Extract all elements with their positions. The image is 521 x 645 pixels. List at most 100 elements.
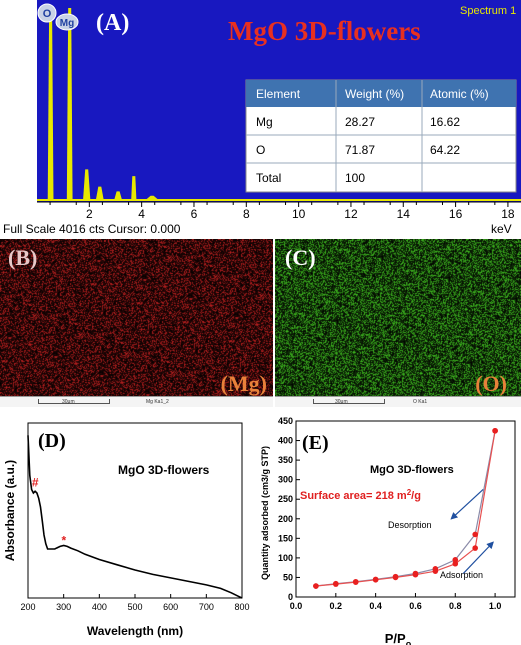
- bet-legend-label: MgO 3D-flowers: [370, 464, 454, 476]
- absorbance-line: [27, 435, 243, 599]
- table-header-atomic: Atomic (%): [430, 87, 489, 101]
- map-label: Mg Ka1_2: [146, 399, 169, 405]
- eds-spectrum-panel: 2 4 6 8 10 12 14 16 18 Full Scale 4016 cts Curso…: [0, 0, 521, 237]
- bet-xlabel: P/Po: [385, 631, 412, 645]
- map-label: O Ka1: [413, 399, 428, 405]
- isotherm-point: [333, 580, 339, 587]
- peak-badge-o: O: [37, 3, 57, 23]
- panel-letter-e: (E): [302, 432, 329, 454]
- table-cell: 28.27: [345, 115, 375, 129]
- isotherm-line: [315, 430, 496, 587]
- peak-badge-mg: Mg: [55, 13, 79, 31]
- table-cell: 100: [345, 171, 365, 185]
- adsorption-arrow: [462, 541, 494, 574]
- svg-text:O: O: [43, 8, 52, 20]
- spectrum-peak: [145, 195, 159, 200]
- panel-letter-c: (C): [285, 245, 316, 270]
- y-axis-label: Quantity adsorbed (cm3/g STP): [260, 446, 270, 580]
- x-tick-label: 12: [344, 207, 358, 221]
- uv-vis-panel: 200 300 400 500 600 700 800 Wavelength (nm) Abso…: [0, 415, 260, 645]
- table-cell: 16.62: [430, 115, 460, 129]
- y-tick-label: 250: [278, 494, 293, 504]
- y-tick-label: 0: [288, 592, 293, 602]
- surface-area-label: Surface area= 218 m2/g: [300, 488, 421, 502]
- scale-bar: [313, 399, 385, 404]
- y-tick-label: 350: [278, 455, 293, 465]
- table-cell: 64.22: [430, 143, 460, 157]
- bet-panel: 0.0 0.2 0.4 0.6 0.8 1.0 0 50 100 150 200 250 300 350 4…: [260, 415, 521, 645]
- isotherm-point: [472, 545, 478, 551]
- y-tick-label: 450: [278, 416, 293, 426]
- uv-vis-chart: 200 300 400 500 600 700 800 Wavelength (nm) Abso…: [3, 422, 250, 638]
- isotherm-point: [412, 570, 419, 577]
- x-tick-label: 6: [191, 207, 198, 221]
- isotherm-point: [452, 557, 459, 563]
- o-element-label: (O): [475, 371, 507, 396]
- panel-letter-b: (B): [8, 245, 38, 270]
- x-tick-label: 10: [292, 207, 306, 221]
- scale-label: 30μm: [335, 399, 348, 405]
- isotherm-point: [392, 573, 399, 580]
- x-tick-label: 0.0: [290, 601, 303, 611]
- x-tick-label: 2: [86, 207, 93, 221]
- x-tick-label: 16: [449, 207, 463, 221]
- spectrum-footer: Full Scale 4016 cts Cursor: 0.000: [3, 222, 181, 236]
- isotherm-point: [432, 566, 439, 572]
- adsorption-label: Adsorption: [440, 570, 483, 580]
- x-tick-label: 4: [138, 207, 145, 221]
- plot-frame: [295, 420, 516, 598]
- x-tick-label: 0.4: [369, 601, 382, 611]
- x-tick-label: 1.0: [489, 601, 502, 611]
- table-cell: O: [256, 143, 265, 157]
- panel-a-title: MgO 3D-flowers: [228, 16, 421, 46]
- isotherm-point: [452, 560, 459, 567]
- table-cell: Mg: [256, 115, 273, 129]
- spectrum-peak: [114, 191, 123, 200]
- x-tick-label: 300: [56, 602, 71, 612]
- x-axis-label: Wavelength (nm): [87, 624, 183, 638]
- mg-map-footer: 30μm Mg Ka1_2: [0, 396, 273, 407]
- spectrum-label: Spectrum 1: [460, 5, 516, 17]
- y-tick-label: 300: [278, 475, 293, 485]
- mg-map-image: [0, 239, 273, 397]
- spectrum-peak: [47, 13, 54, 200]
- isotherm-point: [372, 576, 379, 583]
- x-tick-label: 18: [501, 207, 515, 221]
- peak-marker: *: [61, 533, 66, 547]
- spectrum-peak: [95, 186, 104, 200]
- x-tick-label: 400: [92, 602, 107, 612]
- o-map-footer: 30μm O Ka1: [275, 396, 521, 407]
- panel-letter-a: (A): [96, 10, 129, 36]
- y-axis-label: Absorbance (a.u.): [3, 460, 17, 561]
- isotherm-point: [352, 578, 359, 585]
- x-tick-label: 0.8: [449, 601, 462, 611]
- bet-isotherm-chart: 0.0 0.2 0.4 0.6 0.8 1.0 0 50 100 150 200 250 300 350 4…: [260, 416, 516, 645]
- mg-elemental-map: (B) (Mg) 30μm Mg Ka1_2: [0, 239, 273, 407]
- desorption-label: Desorption: [388, 520, 432, 530]
- y-tick-label: 100: [278, 553, 293, 563]
- spectrum-peak: [83, 169, 91, 200]
- svg-text:Mg: Mg: [60, 18, 74, 29]
- uv-legend-label: MgO 3D-flowers: [118, 463, 210, 477]
- scale-label: 30μm: [62, 399, 75, 405]
- x-tick-label: 0.2: [330, 601, 343, 611]
- table-cell: 71.87: [345, 143, 375, 157]
- eds-spectrum-chart: 2 4 6 8 10 12 14 16 18 Full Scale 4016 cts Curso…: [0, 0, 521, 237]
- x-tick-label: 500: [127, 602, 142, 612]
- x-tick-label: 200: [20, 602, 35, 612]
- desorption-arrow: [450, 489, 484, 520]
- isotherm-line: [315, 430, 496, 587]
- panel-letter-d: (D): [38, 430, 66, 452]
- peak-marker: #: [32, 476, 39, 490]
- x-tick-label: 0.6: [409, 601, 422, 611]
- x-tick-label: 600: [163, 602, 178, 612]
- x-tick-label: 8: [243, 207, 250, 221]
- isotherm-point: [472, 531, 478, 538]
- spectrum-peak: [131, 176, 137, 200]
- mg-element-label: (Mg): [220, 371, 267, 396]
- o-map-image: [275, 239, 521, 397]
- y-tick-label: 200: [278, 514, 293, 524]
- x-tick-label: 14: [397, 207, 411, 221]
- o-elemental-map: (C) (O) 30μm O Ka1: [275, 239, 521, 407]
- spectrum-peak: [66, 8, 73, 200]
